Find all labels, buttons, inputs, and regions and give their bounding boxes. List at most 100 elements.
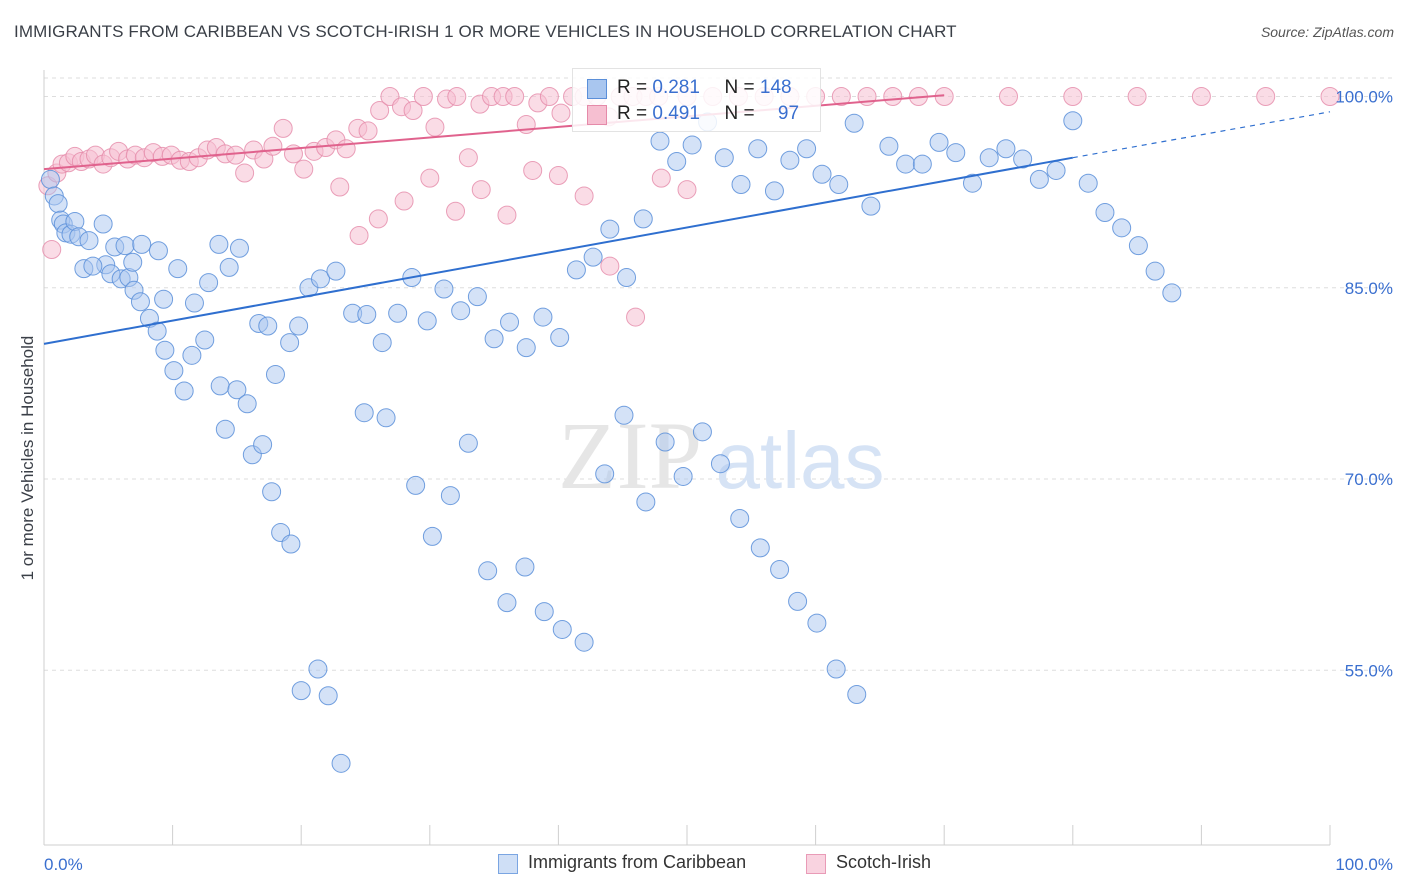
scotch-irish-point	[539, 87, 559, 106]
r-label: R =	[617, 103, 648, 124]
caribbean-point	[154, 289, 174, 309]
caribbean-point	[422, 526, 442, 546]
caribbean-point	[164, 361, 184, 381]
caribbean-point	[534, 602, 554, 622]
trend-lines	[43, 94, 1331, 345]
caribbean-point	[1078, 173, 1098, 193]
caribbean-point	[1145, 261, 1165, 281]
caribbean-point	[147, 321, 167, 341]
caribbean-point	[812, 164, 832, 184]
caribbean-point	[262, 482, 282, 502]
caribbean-point	[184, 293, 204, 313]
y-tick-label: 100.0%	[1335, 88, 1393, 107]
caribbean-point	[636, 492, 656, 512]
r-value-scotch-irish: 0.491	[652, 103, 700, 124]
caribbean-point	[516, 338, 536, 358]
caribbean-point	[912, 154, 932, 174]
scotch-irish-point	[349, 225, 369, 245]
caribbean-point	[929, 132, 949, 152]
caribbean-point	[600, 219, 620, 239]
scotch-irish-point	[370, 101, 390, 121]
caribbean-point	[310, 269, 330, 289]
caribbean-swatch	[587, 79, 607, 99]
caribbean-point	[770, 560, 790, 580]
caribbean-point	[372, 333, 392, 353]
caribbean-point	[552, 619, 572, 639]
caribbean-point	[229, 238, 249, 258]
scotch-irish-point	[294, 159, 314, 179]
scotch-irish-swatch	[806, 854, 826, 874]
scotch-irish-point	[263, 136, 283, 156]
scotch-irish-point	[235, 163, 255, 183]
n-label: N =	[724, 77, 755, 98]
caribbean-point	[289, 316, 309, 336]
scotch-irish-point	[574, 186, 594, 206]
caribbean-point	[434, 279, 454, 299]
caribbean-point	[996, 139, 1016, 159]
caribbean-point	[710, 454, 730, 474]
caribbean-point	[227, 380, 247, 400]
caribbean-point	[655, 432, 675, 452]
scotch-irish-point	[1127, 87, 1147, 106]
caribbean-point	[750, 538, 770, 558]
caribbean-point	[633, 209, 653, 229]
r-label: R =	[617, 77, 648, 98]
caribbean-point	[130, 292, 150, 312]
caribbean-point	[847, 684, 867, 704]
caribbean-trend-line	[43, 156, 1073, 345]
caribbean-point	[308, 659, 328, 679]
caribbean-point	[617, 268, 637, 288]
caribbean-point	[253, 435, 273, 455]
caribbean-point	[440, 486, 460, 506]
caribbean-point	[1128, 236, 1148, 256]
scotch-irish-point	[420, 168, 440, 188]
scotch-irish-point	[651, 168, 671, 188]
tick-labels: 100.0% 85.0% 70.0% 55.0% 0.0% 100.0%	[44, 88, 1393, 875]
caribbean-point	[515, 557, 535, 577]
caribbean-point	[764, 181, 784, 201]
scotch-irish-point	[336, 139, 356, 159]
scotch-irish-point	[403, 101, 423, 121]
caribbean-point	[692, 422, 712, 442]
caribbean-point	[357, 305, 377, 325]
scotch-irish-point	[42, 240, 62, 259]
scotch-irish-point	[523, 160, 543, 180]
caribbean-point	[123, 252, 143, 272]
scotch-irish-point	[548, 166, 568, 186]
caribbean-point	[215, 419, 235, 439]
caribbean-point	[533, 307, 553, 327]
scotch-irish-point	[273, 118, 293, 138]
caribbean-point	[209, 234, 229, 254]
caribbean-point	[1029, 169, 1049, 189]
caribbean-point	[962, 173, 982, 193]
caribbean-point	[388, 303, 408, 323]
caribbean-point	[458, 433, 478, 453]
n-value-scotch-irish: 97	[777, 103, 800, 124]
caribbean-point	[566, 260, 586, 280]
scotch-irish-point	[447, 87, 467, 106]
caribbean-point	[280, 333, 300, 353]
caribbean-point	[1046, 160, 1066, 180]
watermark-atlas: atlas	[716, 416, 885, 505]
caribbean-point	[376, 408, 396, 428]
scotch-irish-point	[551, 103, 571, 123]
scotch-irish-point	[1320, 87, 1340, 106]
caribbean-point	[595, 464, 615, 484]
caribbean-point	[40, 169, 60, 189]
scotch-irish-point	[394, 191, 414, 211]
caribbean-point	[115, 236, 135, 256]
caribbean-point	[174, 381, 194, 401]
scotch-irish-point	[425, 117, 445, 137]
scotch-irish-point	[413, 87, 433, 106]
scotch-irish-point	[626, 307, 646, 327]
caribbean-point	[829, 174, 849, 194]
scotch-irish-point	[330, 177, 350, 197]
scotch-irish-point	[505, 87, 525, 106]
n-label: N =	[724, 103, 755, 124]
caribbean-point	[168, 259, 188, 279]
caribbean-point	[195, 330, 215, 350]
caribbean-point	[48, 194, 68, 214]
caribbean-point	[788, 591, 808, 611]
caribbean-points	[40, 111, 1182, 773]
